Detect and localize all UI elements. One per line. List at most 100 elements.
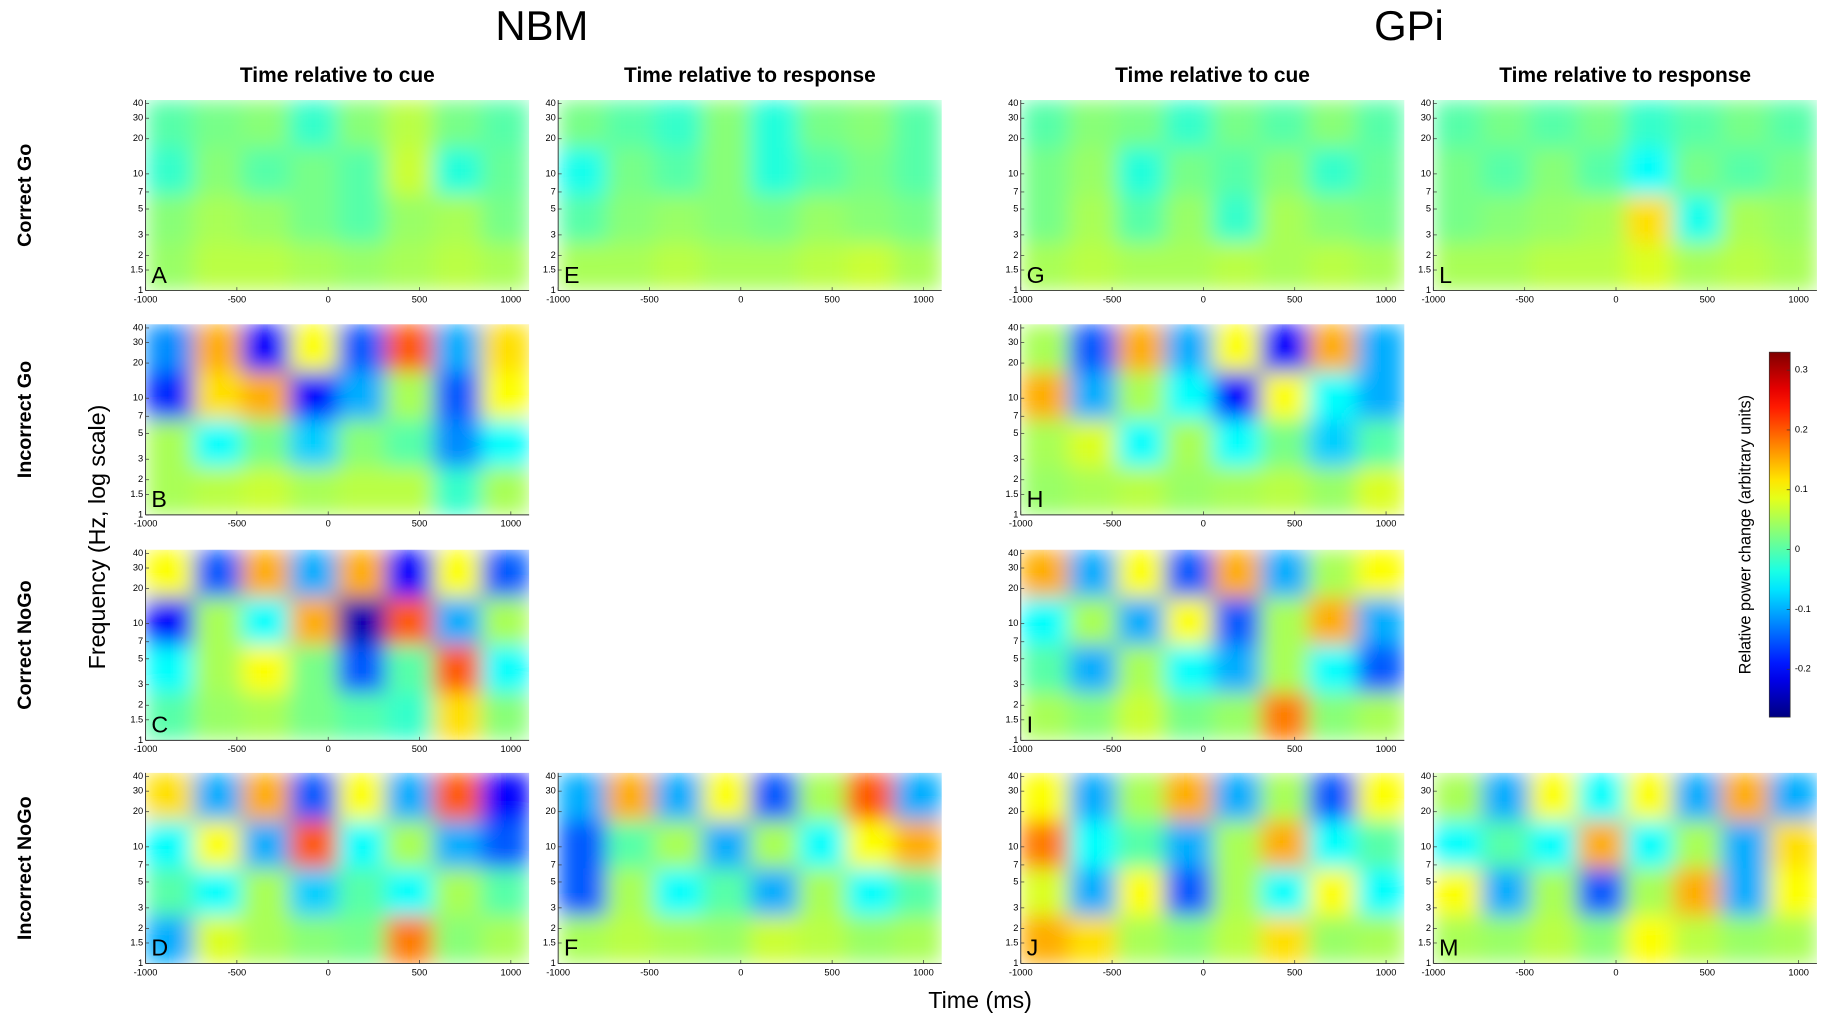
x-tick-label: 0 [1613,294,1618,304]
heatmap-cell [433,692,482,741]
heatmap-cell [337,645,386,694]
x-tick-label: -1000 [134,294,158,304]
heatmap-cell [1068,324,1118,373]
column-title: Time relative to cue [240,64,435,87]
x-tick-label: -1000 [546,294,570,304]
heatmap-cell [1260,419,1310,468]
heatmap-cell [1116,242,1166,291]
heatmap-cell [1020,99,1070,149]
y-tick-label: 3 [1013,679,1018,689]
x-tick-label: 1000 [1788,967,1809,977]
heatmap-cell [1673,915,1722,964]
heatmap-cell [1721,915,1770,964]
heatmap-cell [1625,147,1674,196]
x-tick-label: 0 [1201,519,1206,529]
heatmap-cell [1481,820,1530,869]
heatmap-cell [797,195,847,244]
heatmap-cell [1529,820,1578,869]
heatmap-cell [337,549,386,598]
heatmap-cell [797,868,847,917]
heatmap-cell [893,242,942,291]
heatmap-cell [1116,467,1166,515]
heatmap-cell [1356,772,1405,822]
heatmap-cell [193,147,243,196]
heatmap-cell [606,915,655,964]
x-tick-label: 500 [1287,519,1303,529]
heatmap-cell [1212,467,1262,515]
heatmap-cell [481,772,530,822]
heatmap-cell [606,99,655,149]
panel-label: B [151,486,166,512]
heatmap-cell [1068,868,1118,917]
heatmap-cell [749,242,799,291]
heatmap-cell [1212,915,1262,964]
heatmap-cell [1308,915,1357,964]
heatmap [145,324,530,515]
heatmap-cell [1356,419,1405,468]
y-tick-label: 2 [138,474,143,484]
group-title: GPi [1374,2,1444,49]
heatmap-cell [385,99,434,149]
y-tick-label: 5 [1013,428,1018,438]
heatmap-cell [289,371,338,421]
panel-label: H [1027,486,1044,512]
heatmap-cell [1068,99,1118,149]
heatmap-cell [1260,820,1310,869]
heatmap-cell [1260,147,1310,196]
y-tick-label: 20 [1008,806,1018,816]
y-tick-label: 7 [1013,636,1018,646]
heatmap-cell [1260,99,1310,149]
y-tick-label: 3 [1013,454,1018,464]
heatmap-cell [1116,195,1166,244]
heatmap-cell [1308,467,1357,515]
heatmap-cell [481,324,530,373]
heatmap-cell [1529,868,1578,917]
heatmap-cell [193,371,243,421]
heatmap-cell [701,820,751,869]
heatmap-cells [558,99,942,291]
heatmap-cell [145,467,195,515]
heatmap-cell [385,597,434,646]
y-tick-label: 30 [133,337,143,347]
x-tick-label: -500 [228,519,247,529]
heatmap-cell [481,419,530,468]
heatmap-cell [385,772,434,822]
heatmap-cell [289,99,338,149]
heatmap-cell [1116,645,1166,694]
heatmap-cell [606,772,655,822]
panel-label: M [1439,935,1458,961]
heatmap-cell [481,147,530,196]
colorbar [1768,351,1791,718]
heatmap-cell [654,915,703,964]
heatmap-cell [1356,820,1405,869]
y-tick-label: 40 [1008,322,1018,332]
y-tick-label: 30 [1008,113,1018,123]
heatmap-cell [337,820,386,869]
heatmap-cell [289,915,338,964]
heatmap-cell [1164,467,1214,515]
heatmap-cell [1673,195,1722,244]
heatmap-cell [385,147,434,196]
heatmap-cell [289,868,338,917]
heatmap-cell [337,915,386,964]
heatmap-cells [145,549,530,741]
heatmap-cell [241,549,290,598]
x-tick-label: -500 [1103,744,1122,754]
heatmap-cells [145,324,530,515]
heatmap-cell [558,99,607,149]
heatmap-cell [1721,868,1770,917]
heatmap-cell [1308,772,1357,822]
y-tick-label: 20 [1421,806,1431,816]
x-tick-label: -500 [1515,294,1534,304]
y-tick-label: 2 [551,923,556,933]
heatmap-cell [654,147,703,196]
heatmap-cell [1068,467,1118,515]
y-tick-label: 2 [138,700,143,710]
heatmap-cell [1356,242,1405,291]
y-tick-label: 2 [1013,923,1018,933]
heatmap-cell [654,195,703,244]
heatmap-cell [701,915,751,964]
heatmap-cell [193,195,243,244]
heatmap-cell [845,242,895,291]
heatmap-cell [481,467,530,515]
